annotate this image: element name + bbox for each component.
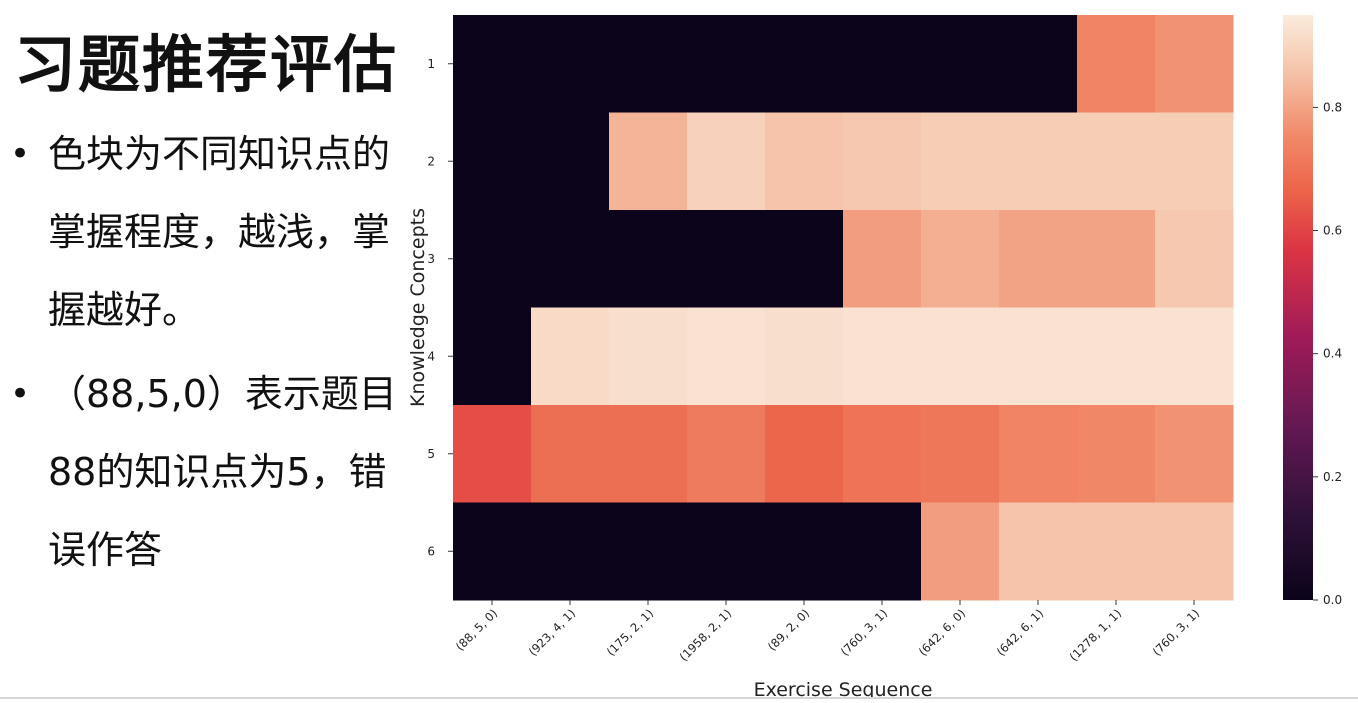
heatmap-cell	[687, 307, 766, 406]
heatmap-cell	[921, 15, 1000, 113]
x-tick-label: (642, 6, 0)	[916, 606, 968, 658]
y-tick-label: 4	[427, 349, 435, 363]
heatmap-cell	[765, 405, 844, 503]
heatmap-cell	[1077, 307, 1156, 406]
heatmap-cell	[453, 210, 532, 308]
heatmap-cell	[921, 405, 1000, 503]
y-tick-label: 3	[427, 252, 435, 266]
x-tick-label: (1278, 1, 1)	[1066, 606, 1124, 664]
bullet-text: （88,5,0）表示题目88的知识点为5，错误作答	[48, 372, 397, 572]
heatmap-cell	[765, 307, 844, 406]
heatmap-cell	[453, 112, 532, 211]
heatmap-cell	[999, 15, 1078, 113]
heatmap-cell	[1155, 112, 1234, 211]
heatmap-cell	[687, 405, 766, 503]
heatmap-cell	[531, 307, 610, 406]
heatmap-cell	[999, 502, 1078, 601]
heatmap-cell	[687, 502, 766, 601]
x-tick-label: (88, 5, 0)	[453, 606, 500, 653]
heatmap-cell	[843, 112, 922, 211]
bullet-item-mastery: • 色块为不同知识点的掌握程度，越浅，掌握越好。	[10, 115, 400, 349]
heatmap-cell	[843, 307, 922, 406]
heatmap-cell	[1155, 307, 1234, 406]
x-tick-label: (89, 2, 0)	[765, 606, 812, 653]
heatmap-cell	[453, 502, 532, 601]
x-tick-label: (175, 2, 1)	[604, 606, 656, 658]
colorbar	[1283, 15, 1313, 600]
heatmap-cell	[531, 15, 610, 113]
heatmap-cell	[765, 15, 844, 113]
x-tick-label: (642, 6, 1)	[994, 606, 1046, 658]
heatmap-cell	[999, 112, 1078, 211]
heatmap-cell	[609, 210, 688, 308]
bullet-dot: •	[10, 134, 31, 174]
heatmap-cell	[609, 307, 688, 406]
heatmap-cell	[1155, 502, 1234, 601]
bullet-item-example: • （88,5,0）表示题目88的知识点为5，错误作答	[10, 355, 400, 589]
colorbar-tick-label: 0.6	[1323, 224, 1342, 238]
heatmap-cell	[453, 307, 532, 406]
heatmap-cell	[1077, 405, 1156, 503]
colorbar-tick-label: 0.2	[1323, 470, 1342, 484]
y-axis-label: Knowledge Concepts	[407, 208, 429, 407]
heatmap-cell	[609, 112, 688, 211]
heatmap-cell	[765, 502, 844, 601]
heatmap-cell	[765, 112, 844, 211]
heatmap-cell	[531, 405, 610, 503]
heatmap-cell	[1155, 210, 1234, 308]
bullet-text: 色块为不同知识点的掌握程度，越浅，掌握越好。	[48, 132, 391, 332]
heatmap-cell	[921, 502, 1000, 601]
heatmap-cell	[1155, 405, 1234, 503]
heatmap-cell	[1077, 210, 1156, 308]
heatmap-cell	[687, 112, 766, 211]
slide-title: 习题推荐评估	[14, 28, 399, 101]
heatmap-cell	[453, 15, 532, 113]
y-tick-label: 5	[427, 447, 435, 461]
heatmap-cell	[843, 210, 922, 308]
heatmap-cell	[921, 307, 1000, 406]
heatmap-cell	[1077, 112, 1156, 211]
colorbar-tick-label: 0.4	[1323, 347, 1342, 361]
heatmap-cell	[453, 405, 532, 503]
heatmap-cell	[921, 112, 1000, 211]
bullet-dot: •	[10, 374, 31, 414]
y-tick-label: 6	[427, 544, 435, 558]
heatmap-cell	[609, 502, 688, 601]
heatmap-svg: 1 2 3 4 5 6 (88, 5, 0) (923, 4, 1) (175, 2, 1) (1…	[407, 15, 1342, 701]
colorbar-tick-label: 0.8	[1323, 100, 1342, 114]
heatmap-cell	[843, 15, 922, 113]
y-tick-label: 1	[427, 57, 435, 71]
heatmap-cell	[921, 210, 1000, 308]
x-axis-label: Exercise Sequence	[754, 679, 933, 699]
heatmap-cell	[843, 502, 922, 601]
heatmap-cell	[999, 307, 1078, 406]
colorbar-tick-label: 0.0	[1323, 593, 1342, 607]
bullet-list: • 色块为不同知识点的掌握程度，越浅，掌握越好。 • （88,5,0）表示题目8…	[10, 115, 400, 589]
heatmap-cell	[609, 405, 688, 503]
heatmap-cell	[531, 112, 610, 211]
y-tick-label: 2	[427, 154, 435, 168]
heatmap-cell	[531, 502, 610, 601]
heatmap-cell	[687, 15, 766, 113]
heatmap-cell	[765, 210, 844, 308]
x-tick-label: (923, 4, 1)	[526, 606, 578, 658]
heatmap-cell	[1155, 15, 1234, 113]
heatmap-cell	[999, 210, 1078, 308]
bottom-divider	[0, 697, 1358, 699]
heatmap-cell	[687, 210, 766, 308]
x-tick-label: (760, 3, 1)	[838, 606, 890, 658]
heatmap-cell	[843, 405, 922, 503]
heatmap-chart: 1 2 3 4 5 6 (88, 5, 0) (923, 4, 1) (175, 2, 1) (1…	[400, 0, 1358, 701]
heatmap-cell	[609, 15, 688, 113]
heatmap-cell	[1077, 502, 1156, 601]
heatmap-cell	[1077, 15, 1156, 113]
heatmap-cell	[999, 405, 1078, 503]
x-tick-label: (1958, 2, 1)	[676, 606, 734, 664]
heatmap-cell	[531, 210, 610, 308]
x-tick-label: (760, 3, 1)	[1150, 606, 1202, 658]
